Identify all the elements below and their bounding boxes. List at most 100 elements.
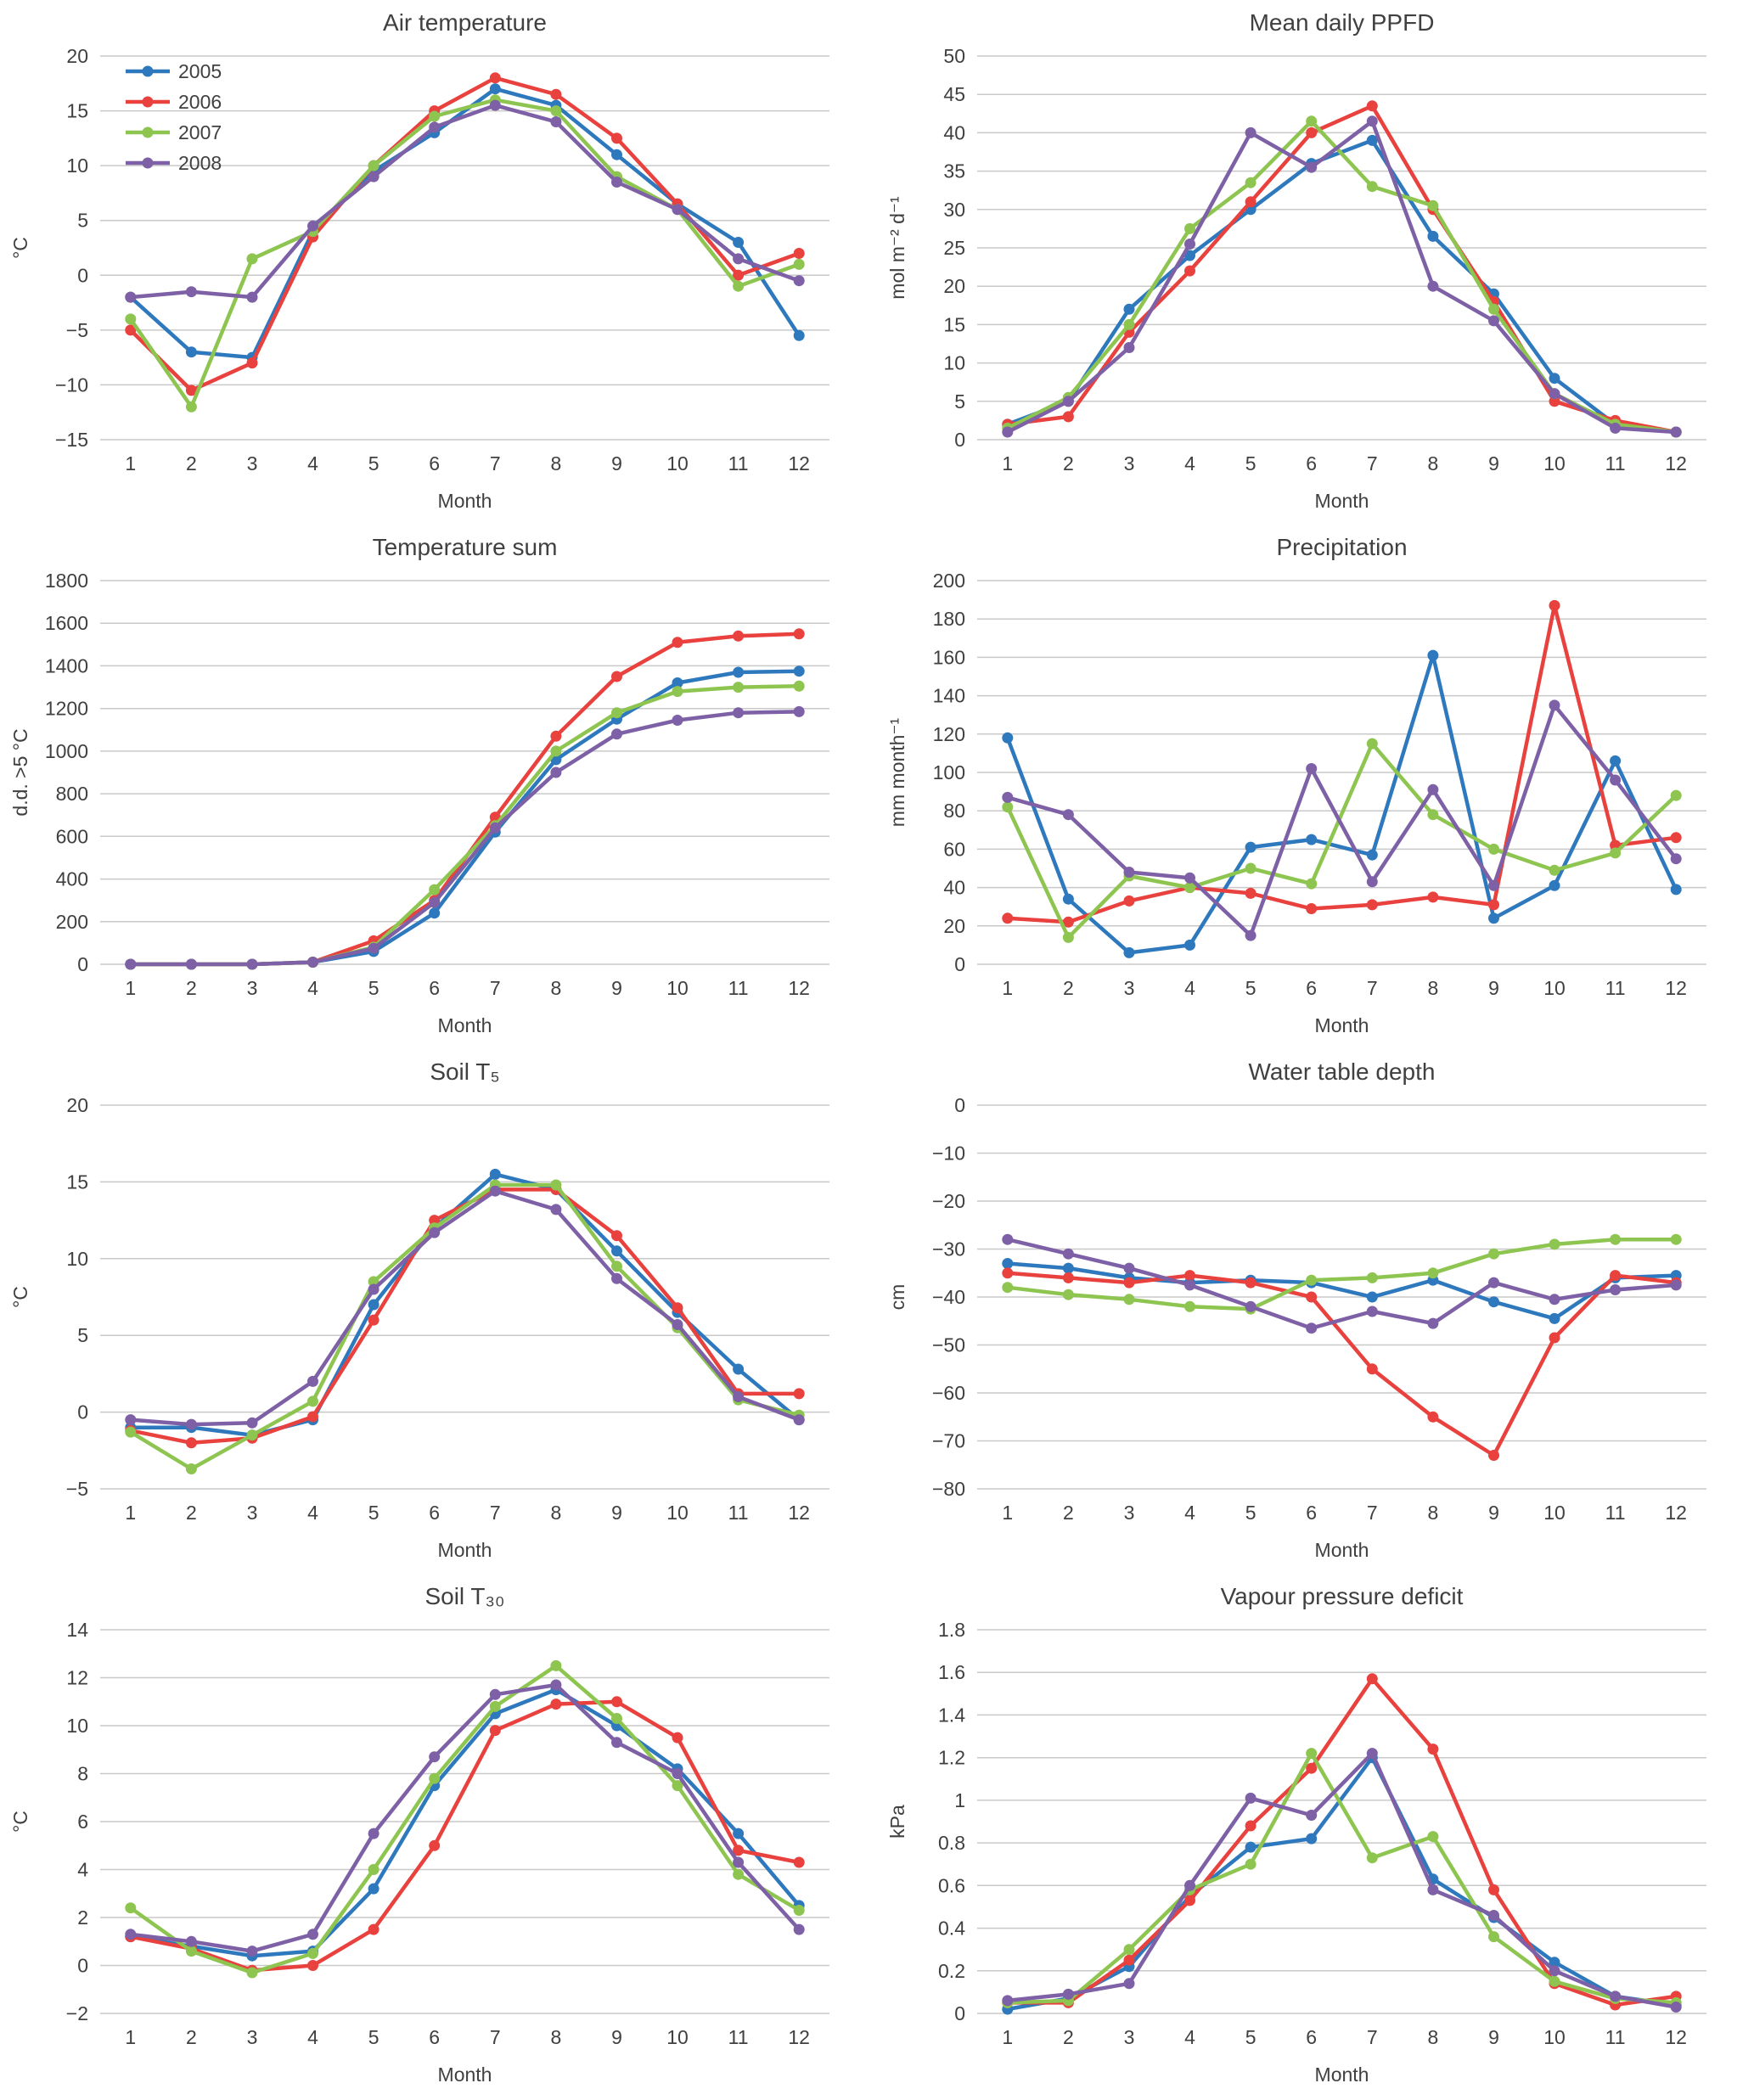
series-line-2007 xyxy=(128,684,801,967)
data-point-marker xyxy=(550,766,562,778)
y-axis-label: °C xyxy=(9,1811,31,1833)
series-line-2008 xyxy=(1005,119,1678,435)
y-axis: −80 −70 −60 −50 −40 −30 −20 −10 0 xyxy=(932,1094,1706,1500)
y-tick-label: 6 xyxy=(77,1811,88,1833)
x-axis: 1 2 3 4 5 6 7 8 9 10 11 12 xyxy=(125,452,810,474)
series-2008 xyxy=(1002,115,1682,438)
x-tick-label: 9 xyxy=(611,452,622,474)
data-point-marker xyxy=(1670,2002,1682,2013)
x-tick-label: 3 xyxy=(1124,977,1135,999)
data-point-marker xyxy=(307,1395,318,1407)
data-point-marker xyxy=(1670,789,1682,801)
x-tick-label: 9 xyxy=(611,977,622,999)
data-point-marker xyxy=(1427,1317,1439,1329)
x-tick-label: 10 xyxy=(666,1502,689,1524)
data-point-marker xyxy=(1670,853,1682,865)
series-line-2006 xyxy=(128,1699,801,1973)
x-tick-label: 10 xyxy=(666,452,689,474)
series-line-2007 xyxy=(1005,1237,1678,1311)
y-axis: 0 20 40 60 80 100 120 140 160 180 200 xyxy=(933,570,1706,975)
y-axis-label: mm month⁻¹ xyxy=(886,717,908,827)
x-tick-label: 11 xyxy=(1605,1502,1626,1524)
data-point-marker xyxy=(368,1864,379,1875)
y-tick-label: 1800 xyxy=(45,570,88,592)
data-point-marker xyxy=(733,1363,745,1375)
legend-label: 2006 xyxy=(178,91,222,113)
series-line-2007 xyxy=(1005,741,1678,940)
y-axis: 0 200 400 600 800 1000 1200 1400 1600 1800 xyxy=(45,570,829,975)
data-point-marker xyxy=(1062,1272,1074,1283)
data-point-marker xyxy=(429,896,441,908)
series-line-2007 xyxy=(1005,1751,1678,2005)
y-tick-label: 15 xyxy=(943,313,965,335)
data-point-marker xyxy=(1184,939,1195,951)
data-point-marker xyxy=(672,1302,683,1314)
data-point-marker xyxy=(368,1923,379,1935)
x-tick-label: 9 xyxy=(1488,1502,1499,1524)
data-point-marker xyxy=(185,958,197,970)
data-point-marker xyxy=(1062,931,1074,943)
y-tick-label: 200 xyxy=(933,570,965,592)
data-point-marker xyxy=(733,707,745,719)
data-point-marker xyxy=(1488,1931,1499,1943)
y-tick-label: 5 xyxy=(77,210,88,232)
chart-title: Water table depth xyxy=(1249,1058,1436,1085)
x-tick-label: 10 xyxy=(666,2026,689,2048)
chart-title: Precipitation xyxy=(1276,534,1407,560)
data-point-marker xyxy=(307,1411,318,1423)
data-point-marker xyxy=(1366,1363,1378,1375)
y-tick-label: 160 xyxy=(933,646,965,668)
series-2008 xyxy=(125,1679,805,1957)
y-tick-label: −10 xyxy=(55,373,88,396)
data-point-marker xyxy=(246,1946,258,1957)
data-point-marker xyxy=(1002,1995,1014,2007)
data-point-marker xyxy=(611,1737,622,1749)
x-tick-label: 6 xyxy=(1306,1502,1317,1524)
data-point-marker xyxy=(1306,126,1318,138)
data-point-marker xyxy=(246,1429,258,1441)
y-tick-label: 20 xyxy=(66,45,88,67)
data-point-marker xyxy=(1184,1279,1195,1291)
x-tick-label: 9 xyxy=(1488,977,1499,999)
data-point-marker xyxy=(185,1935,197,1947)
data-point-marker xyxy=(1245,177,1256,188)
data-point-marker xyxy=(793,628,805,640)
series-line-2006 xyxy=(1005,1676,1678,2007)
y-tick-label: 80 xyxy=(943,800,965,822)
x-tick-label: 12 xyxy=(1665,977,1687,999)
data-point-marker xyxy=(672,204,683,216)
y-tick-label: 800 xyxy=(56,783,88,805)
data-point-marker xyxy=(611,1230,622,1242)
y-tick-label: 1600 xyxy=(45,612,88,634)
series-line-2008 xyxy=(1005,703,1678,938)
data-point-marker xyxy=(1123,342,1135,353)
data-point-marker xyxy=(1062,1262,1074,1274)
data-point-marker xyxy=(429,1772,441,1784)
data-point-marker xyxy=(672,715,683,726)
data-point-marker xyxy=(793,258,805,270)
data-point-marker xyxy=(429,1839,441,1851)
chart-title: Mean daily PPFD xyxy=(1250,9,1435,36)
y-tick-label: −40 xyxy=(932,1286,965,1308)
x-tick-label: 7 xyxy=(1367,977,1378,999)
y-tick-label: 60 xyxy=(943,838,965,860)
data-point-marker xyxy=(1062,1289,1074,1300)
data-point-marker xyxy=(246,253,258,265)
data-point-marker xyxy=(1366,1272,1378,1283)
y-tick-label: 10 xyxy=(66,1248,88,1270)
y-tick-label: 0 xyxy=(954,2002,965,2024)
data-point-marker xyxy=(1549,1238,1560,1250)
data-point-marker xyxy=(1488,1450,1499,1461)
data-point-marker xyxy=(733,682,745,693)
y-tick-label: 25 xyxy=(943,237,965,259)
chart-soil-t5: −5 0 5 10 15 20 1 2 3 4 5 6 7 8 9 10 11 12 Soil T₅ °C Month xyxy=(0,1049,877,1574)
series-2005 xyxy=(1002,649,1682,958)
data-point-marker xyxy=(1123,318,1135,330)
data-point-marker xyxy=(1123,303,1135,315)
y-tick-label: 0 xyxy=(77,1401,88,1423)
x-tick-label: 3 xyxy=(247,1502,258,1524)
data-point-marker xyxy=(1670,1279,1682,1291)
